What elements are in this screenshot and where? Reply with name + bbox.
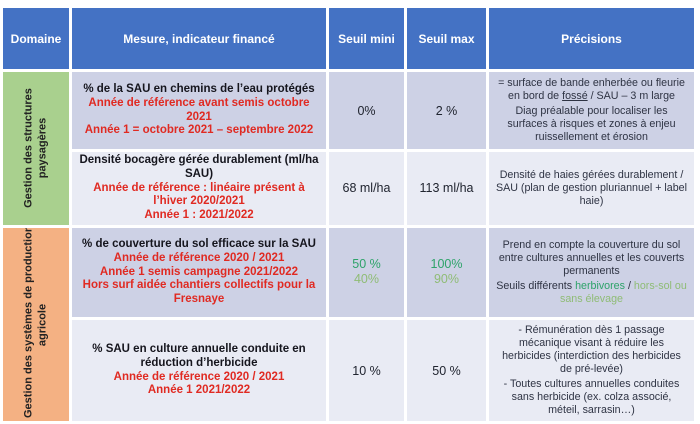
measure-ref-line: Année 1 = octobre 2021 – septembre 2022: [84, 124, 314, 137]
group-cell-structures-paysageres: Gestion des structures paysagères: [3, 72, 69, 225]
measure-cell-reduction-herbicide: % SAU en culture annuelle conduite en ré…: [72, 319, 326, 422]
measure-title: Densité bocagère gérée durablement (ml/h…: [79, 154, 319, 180]
measure-ref-line: Année 1 : 2021/2022: [144, 209, 254, 222]
green-term-hors-sol: hors-sol ou sans élevage: [560, 280, 687, 306]
measure-ref-line: Année 1 2021/2022: [147, 384, 251, 397]
precision-paragraph: = surface de bande enherbée ou fleurie e…: [498, 76, 685, 102]
seuil-max-value: 100% 90%: [407, 227, 486, 317]
precisions-cell: Prend en compte la couverture du sol ent…: [489, 227, 694, 317]
measure-ref-line: Année de référence : linéaire présent à …: [93, 181, 305, 208]
seuil-mini-value: 0%: [329, 72, 404, 149]
measure-ref-line: Année de référence 2020 / 2021: [113, 251, 285, 264]
indicators-table: Domaine Mesure, indicateur financé Seuil…: [0, 5, 697, 424]
underlined-term: fossé: [562, 89, 588, 102]
measure-ref-line: Hors surf aidée chantiers collectifs pou…: [82, 279, 316, 306]
measure-title: % de la SAU en chemins de l’eau protégés: [83, 82, 315, 95]
precision-bullet: - Toutes cultures annuelles conduites sa…: [503, 378, 680, 417]
table-row: Densité bocagère gérée durablement (ml/h…: [3, 152, 694, 225]
measure-title: % de couverture du sol efficace sur la S…: [82, 237, 316, 250]
precision-paragraph: Prend en compte la couverture du sol ent…: [498, 238, 685, 277]
col-header-seuil-max: Seuil max: [407, 8, 486, 69]
seuil-max-value: 113 ml/ha: [407, 152, 486, 225]
seuil-mini-value: 50 % 40%: [329, 227, 404, 317]
table-row: Gestion des systèmes de production agric…: [3, 227, 694, 422]
precisions-cell: - Rémunération dès 1 passage mécanique v…: [489, 319, 694, 422]
col-header-precisions: Précisions: [489, 8, 694, 69]
precision-paragraph: Diag préalable pour localiser les surfac…: [507, 104, 676, 144]
measure-cell-densite-bocagere: Densité bocagère gérée durablement (ml/h…: [72, 152, 326, 225]
precision-paragraph: Seuils différents herbivores / hors-sol …: [496, 280, 687, 306]
table-row: Gestion des structures paysagères % de l…: [3, 72, 694, 225]
precisions-cell: Densité de haies gérées durablement / SA…: [489, 152, 694, 225]
measure-cell-chemins-eau: % de la SAU en chemins de l’eau protégés…: [72, 72, 326, 149]
header-row: Domaine Mesure, indicateur financé Seuil…: [3, 8, 694, 69]
measure-title: % SAU en culture annuelle conduite en ré…: [92, 343, 306, 369]
group-label-structures-paysageres: Gestion des structures paysagères: [22, 88, 48, 209]
col-header-mesure: Mesure, indicateur financé: [72, 8, 326, 69]
measure-ref-line: Année 1 semis campagne 2021/2022: [99, 265, 299, 278]
seuil-mini-value: 10 %: [329, 319, 404, 422]
green-term-herbivores: herbivores: [575, 280, 625, 292]
col-header-seuil-mini: Seuil mini: [329, 8, 404, 69]
measure-ref-line: Année de référence avant semis octobre 2…: [88, 96, 310, 123]
seuil-mini-value: 68 ml/ha: [329, 152, 404, 225]
group-label-systemes-production: Gestion des systèmes de production agric…: [22, 227, 48, 418]
col-header-domaine: Domaine: [3, 8, 69, 69]
precision-paragraph: Densité de haies gérées durablement / SA…: [495, 168, 688, 208]
precisions-cell: = surface de bande enherbée ou fleurie e…: [489, 72, 694, 149]
seuil-max-value: 50 %: [407, 319, 486, 422]
group-cell-systemes-production: Gestion des systèmes de production agric…: [3, 227, 69, 422]
measure-ref-line: Année de référence 2020 / 2021: [113, 370, 285, 383]
measure-cell-couverture-sol: % de couverture du sol efficace sur la S…: [72, 227, 326, 317]
precision-bullet: - Rémunération dès 1 passage mécanique v…: [502, 323, 681, 376]
seuil-max-value: 2 %: [407, 72, 486, 149]
table-row: % SAU en culture annuelle conduite en ré…: [3, 319, 694, 422]
